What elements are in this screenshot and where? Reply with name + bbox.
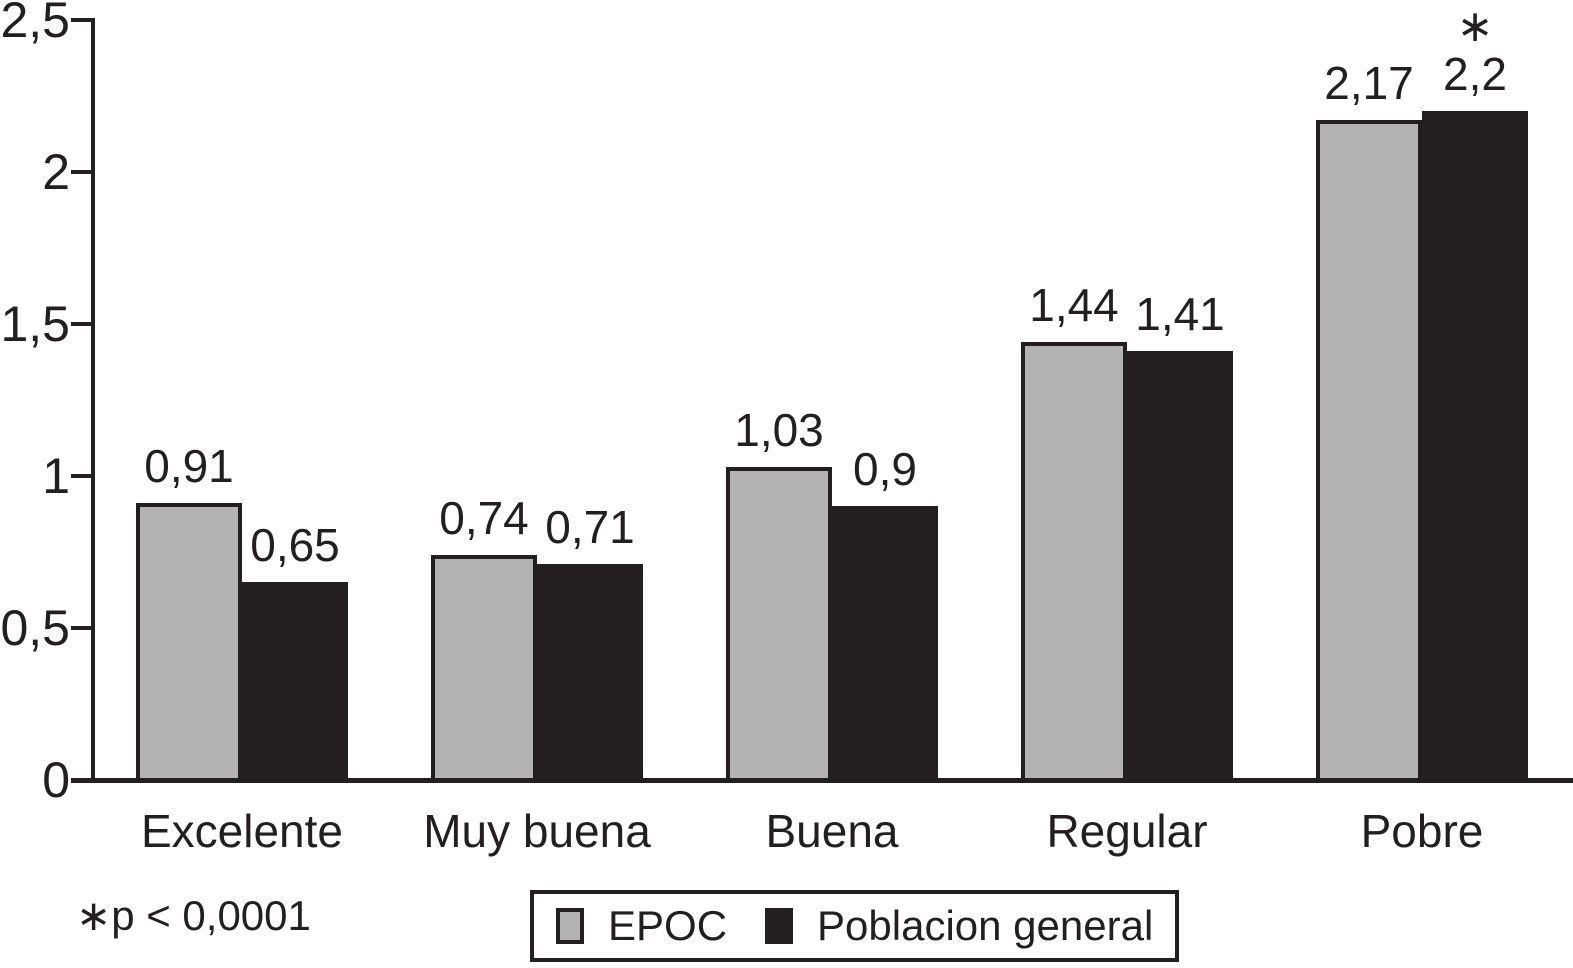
significance-asterisk: ∗ [1456, 2, 1494, 51]
legend-label-epoc: EPOC [608, 902, 728, 949]
x-axis-category-label: Regular [1046, 805, 1208, 857]
y-tick-mark [71, 170, 93, 174]
bar-value-label: 1,41 [1135, 288, 1225, 340]
bar-poblacion-general [242, 582, 348, 782]
legend-swatch-poblacion-general [765, 908, 794, 944]
y-tick-label: 2 [42, 144, 70, 200]
bar-value-label: 2,2 [1443, 48, 1507, 100]
bar-epoc [136, 503, 242, 782]
bar-epoc [431, 555, 537, 782]
bar-poblacion-general [537, 564, 643, 782]
bar-value-label: 0,65 [250, 519, 340, 571]
bar-epoc [726, 467, 832, 782]
x-axis-category-label: Muy buena [423, 805, 651, 857]
y-tick-label: 0,5 [0, 600, 70, 656]
bar-epoc [1316, 120, 1422, 782]
x-axis-category-label: Buena [765, 805, 899, 857]
bar-value-label: 1,44 [1029, 279, 1119, 331]
legend-label-poblacion-general: Poblacion general [817, 902, 1154, 949]
bar-value-label: 0,71 [545, 501, 635, 553]
y-tick-label: 0 [42, 752, 70, 808]
x-axis-category-label: Pobre [1360, 805, 1484, 857]
significance-footnote: ∗p < 0,0001 [76, 892, 311, 939]
bar-epoc [1021, 342, 1127, 782]
x-axis-category-label: Excelente [140, 805, 344, 857]
bar-value-label: 2,17 [1324, 57, 1414, 109]
y-tick-mark [71, 18, 93, 22]
y-tick-mark [71, 322, 93, 326]
bar-poblacion-general [1422, 111, 1528, 782]
bar-value-label: 0,74 [439, 492, 529, 544]
legend-swatch-epoc [556, 908, 584, 944]
bar-value-label: 0,91 [144, 440, 234, 492]
bar-value-label: 0,9 [853, 443, 917, 495]
bar-poblacion-general [1127, 351, 1233, 782]
y-tick-label: 1,5 [0, 296, 70, 352]
legend: EPOC Poblacion general [530, 890, 1180, 962]
y-tick-mark [71, 474, 93, 478]
bar-poblacion-general [832, 506, 938, 782]
bar-value-label: 1,03 [734, 404, 824, 456]
x-axis-line [71, 778, 1573, 783]
y-tick-label: 1 [42, 448, 70, 504]
y-axis-line [91, 18, 95, 782]
y-tick-label: 2,5 [0, 0, 70, 48]
y-tick-mark [71, 626, 93, 630]
